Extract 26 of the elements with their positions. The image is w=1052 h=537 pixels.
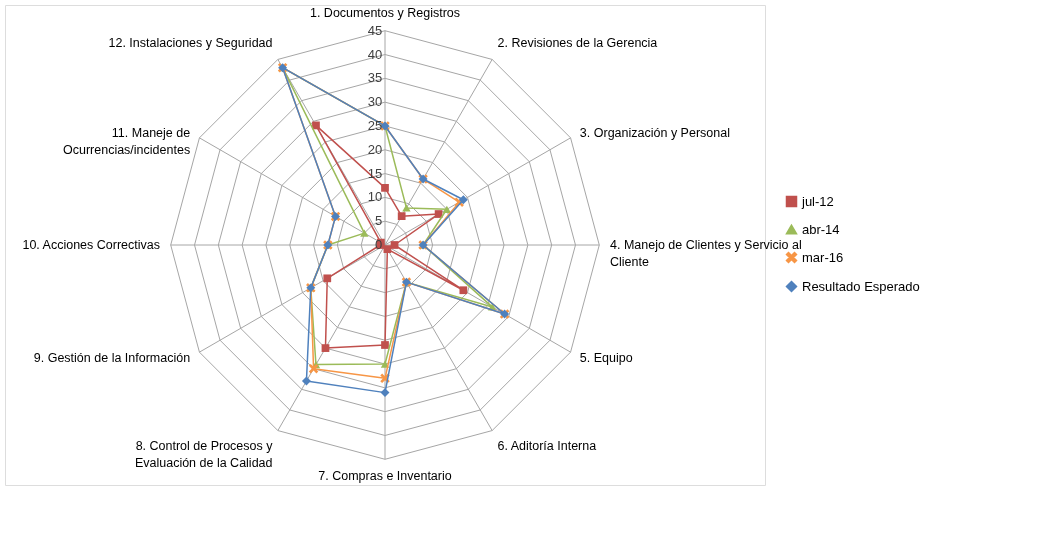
spoke-label: 10. Acciones Correctivas xyxy=(22,238,160,252)
spoke-label: 5. Equipo xyxy=(579,350,633,365)
y-tick-label: 45 xyxy=(367,22,383,38)
y-tick-label: 0 xyxy=(374,237,383,252)
spoke-label: 9. Gestión de la Información xyxy=(33,350,191,365)
spoke-label: 6. Aditoría Interna xyxy=(497,438,597,453)
y-tick-label: 30 xyxy=(367,94,383,110)
legend-label: mar-16 xyxy=(802,249,844,265)
spoke-label: 4. Manejo de Clientes y Servicio al Cliente xyxy=(610,238,802,269)
legend-label: Resultado Esperado xyxy=(802,278,920,294)
y-tick-label: 25 xyxy=(367,117,383,133)
spoke-label: 11. Maneje de Ocurrencias/incidentes xyxy=(62,125,191,157)
legend-label: jul-12 xyxy=(801,193,834,209)
y-tick-label: 20 xyxy=(367,141,383,157)
legend-label: abr-14 xyxy=(802,221,840,237)
y-tick-label: 15 xyxy=(367,165,383,181)
spoke-label: 8. Control de Procesos y Evaluación de la Calidad xyxy=(134,438,274,470)
spoke-label: 1. Documentos y Registros xyxy=(309,6,461,20)
spoke-label: 12. Instalaciones y Seguridad xyxy=(108,36,273,51)
y-tick-label: 35 xyxy=(367,70,383,86)
y-tick-label: 10 xyxy=(367,189,383,205)
spoke-label: 3. Organización y Personal xyxy=(579,125,730,140)
y-tick-label: 40 xyxy=(367,46,383,62)
spoke-label: 2. Revisiones de la Gerencia xyxy=(497,36,658,51)
y-tick-label: 5 xyxy=(374,213,383,229)
spoke-label: 7. Compras e Inventario xyxy=(318,469,452,483)
